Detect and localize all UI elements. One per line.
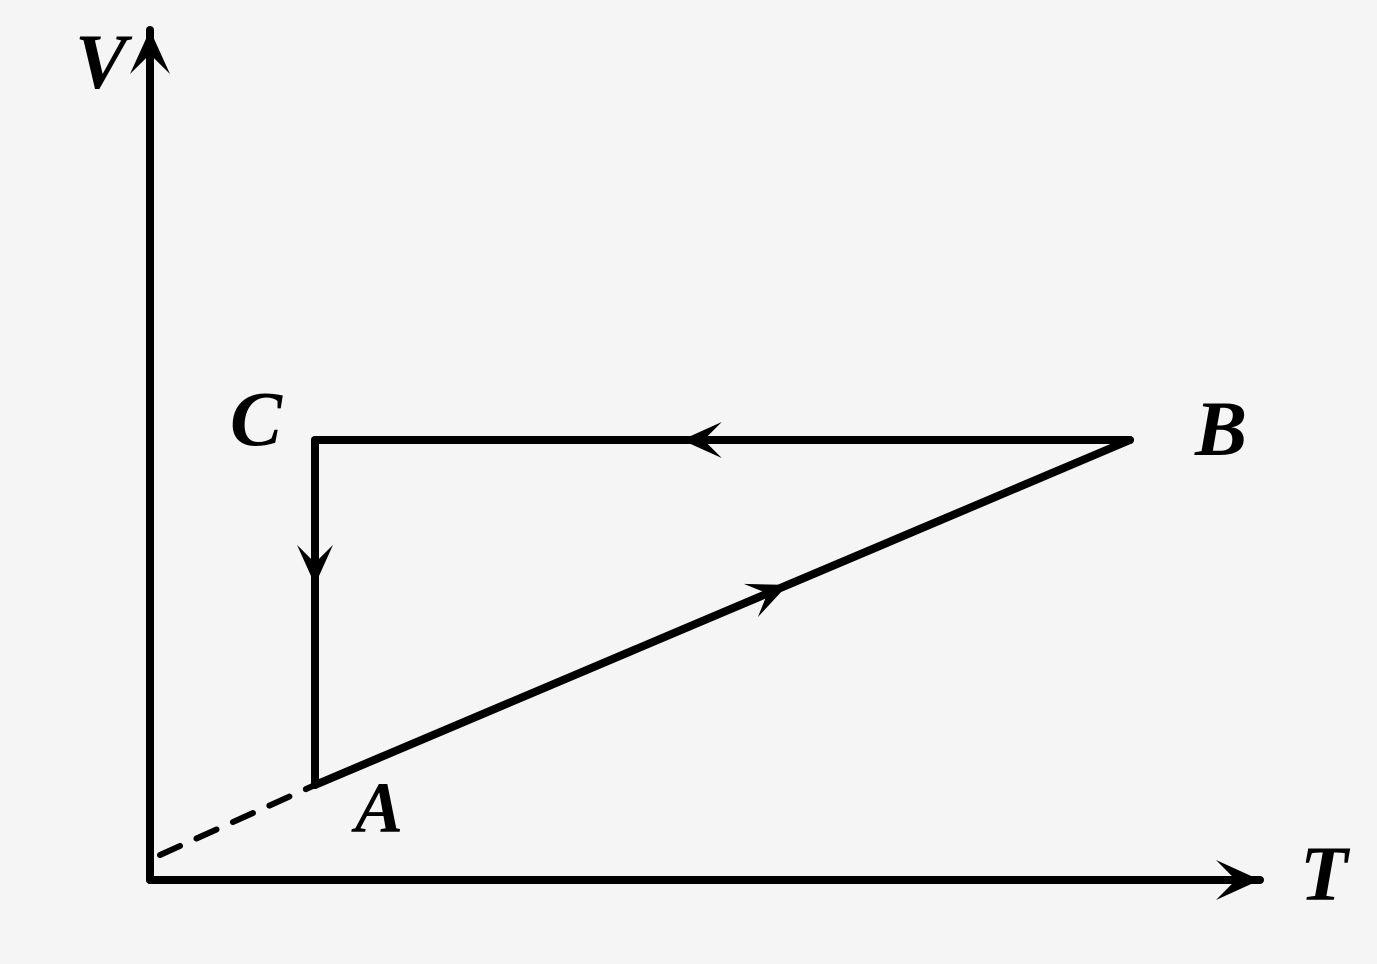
x-axis-label: T: [1300, 830, 1351, 917]
dashed-extension: [160, 785, 315, 855]
point-b-label: B: [1194, 385, 1247, 472]
point-a-label: A: [351, 768, 403, 848]
diagram-svg: V T A B C: [0, 0, 1377, 964]
point-c-label: C: [230, 375, 283, 462]
vt-diagram: V T A B C: [0, 0, 1377, 964]
edge-ab: [315, 440, 1130, 785]
y-axis-label: V: [75, 18, 133, 105]
